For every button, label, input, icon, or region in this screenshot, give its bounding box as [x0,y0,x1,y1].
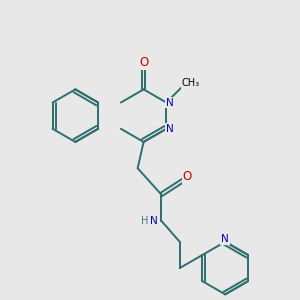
Text: N: N [166,98,174,107]
Text: O: O [183,170,192,183]
Text: N: N [221,234,229,244]
Text: H: H [141,216,148,226]
Text: CH₃: CH₃ [182,78,200,88]
Text: O: O [139,56,148,69]
Text: N: N [150,216,158,226]
Text: N: N [166,124,174,134]
